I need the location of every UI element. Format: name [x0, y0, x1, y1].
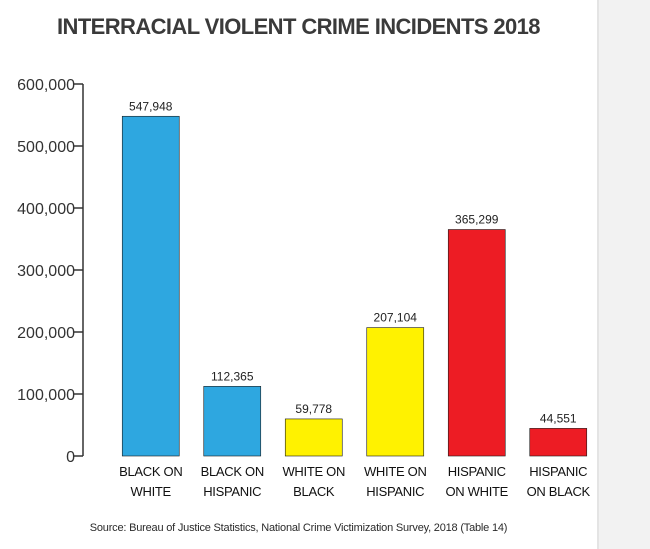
chart-title: INTERRACIAL VIOLENT CRIME INCIDENTS 2018 [57, 14, 540, 39]
bar-value-label: 59,778 [295, 402, 332, 416]
bar [284, 418, 343, 457]
x-category-label: ON WHITE [445, 484, 508, 499]
y-tick-label: 400,000 [17, 201, 75, 218]
y-tick-label: 200,000 [17, 325, 75, 342]
x-category-label: WHITE ON [364, 464, 427, 479]
y-tick-label: 500,000 [17, 139, 75, 156]
bar-value-label: 44,551 [540, 411, 577, 425]
chart-card: INTERRACIAL VIOLENT CRIME INCIDENTS 2018… [0, 0, 597, 549]
x-category-label: HISPANIC [448, 464, 506, 479]
bar-value-label: 207,104 [374, 311, 418, 325]
x-category-label: ON BLACK [527, 484, 591, 499]
x-category-label: HISPANIC [203, 484, 261, 499]
y-tick-label: 300,000 [17, 263, 75, 280]
y-tick-label: 0 [66, 449, 75, 466]
x-category-label: HISPANIC [529, 464, 587, 479]
x-category-label: HISPANIC [366, 484, 424, 499]
bar [366, 327, 425, 457]
bar-value-label: 547,948 [129, 99, 173, 113]
bar-value-label: 112,365 [211, 369, 254, 383]
y-tick-label: 100,000 [17, 387, 75, 404]
bar [529, 428, 588, 457]
x-category-label: WHITE ON [282, 464, 345, 479]
page-edge [597, 0, 599, 549]
bar-value-label: 365,299 [455, 213, 499, 227]
bar [121, 115, 180, 457]
bar-chart: 0 100,000 200,000 300,000 400,000 500,000 600,… [17, 77, 591, 499]
y-tick-label: 600,000 [17, 77, 75, 94]
x-category-label: BLACK [293, 484, 335, 499]
bar [203, 386, 262, 457]
x-category-label: WHITE [131, 484, 172, 499]
x-category-label: BLACK ON [119, 464, 182, 479]
chart-source: Source: Bureau of Justice Statistics, Na… [89, 522, 508, 534]
bar [447, 229, 506, 457]
x-category-label: BLACK ON [201, 464, 264, 479]
